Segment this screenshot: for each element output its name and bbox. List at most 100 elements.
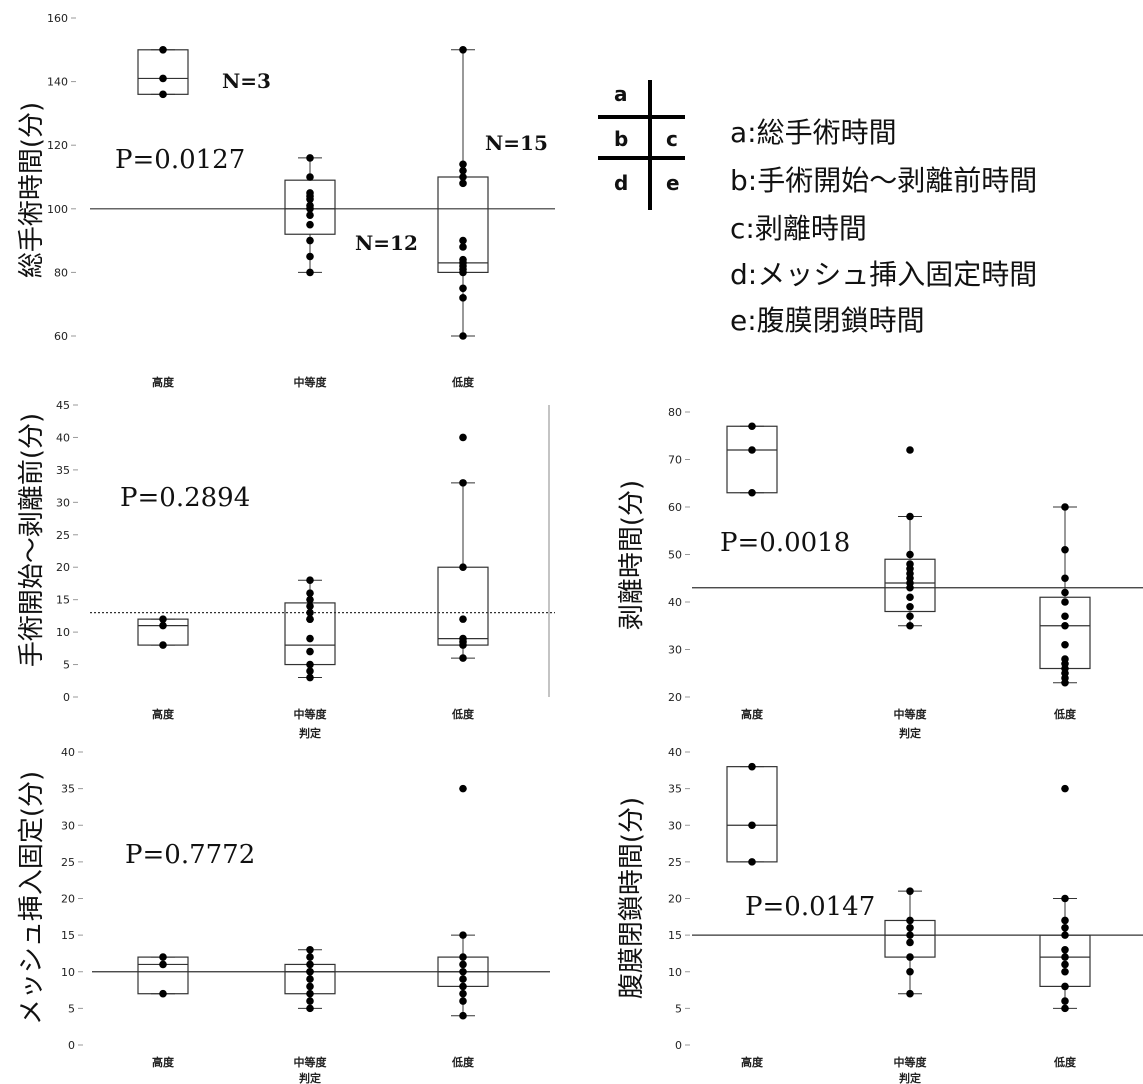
data-point [1061, 997, 1069, 1005]
y-tick-label: 40 [668, 596, 682, 609]
y-tick-label: 80 [668, 406, 682, 419]
y-tick-label: 10 [668, 966, 682, 979]
data-point [459, 255, 467, 264]
data-point [459, 166, 467, 175]
data-point [459, 243, 467, 251]
data-point [1061, 945, 1069, 954]
data-point [459, 332, 467, 340]
y-tick-label: 30 [56, 496, 70, 509]
data-point [306, 615, 314, 623]
y-axis-label: メッシュ挿入固定(分) [17, 771, 47, 1025]
legend-key-d: d [614, 171, 628, 195]
legend-key-b: b [614, 127, 628, 151]
y-tick-label: 5 [68, 1002, 75, 1015]
box-0 [137, 46, 189, 99]
data-point [459, 634, 467, 643]
legend-entry-b: b:手術開始～剥離前時間 [730, 164, 1037, 197]
legend-entry-a: a:総手術時間 [730, 116, 897, 149]
p-value: P=0.0127 [115, 145, 245, 175]
data-point [306, 673, 314, 682]
data-point [748, 821, 756, 830]
y-tick-label: 60 [54, 330, 68, 343]
y-tick-label: 40 [56, 431, 70, 444]
data-point [459, 563, 467, 572]
data-point [159, 621, 167, 630]
data-point [306, 602, 314, 610]
data-point [748, 422, 756, 431]
legend-key-e: e [666, 171, 680, 195]
box-iqr [726, 766, 778, 863]
data-point [1061, 924, 1069, 932]
y-tick-label: 10 [56, 626, 70, 639]
y-tick-label: 30 [668, 819, 682, 832]
x-axis-label: 判定 [299, 1071, 321, 1084]
box-2 [437, 46, 489, 340]
data-point [748, 858, 756, 866]
data-point [459, 989, 467, 998]
data-point [306, 201, 314, 210]
data-point [906, 593, 914, 602]
y-tick-label: 35 [56, 464, 70, 477]
y-axis-label: 手術開始～剥離前(分) [17, 413, 47, 667]
box-1 [284, 945, 336, 1013]
x-category-label: 中等度 [294, 375, 328, 389]
data-point [459, 982, 467, 991]
data-point [459, 953, 467, 961]
y-tick-label: 0 [68, 1039, 75, 1052]
box-1 [884, 887, 936, 998]
p-value: P=0.0018 [720, 528, 850, 558]
y-tick-label: 5 [675, 1002, 682, 1015]
data-point [1061, 982, 1069, 991]
y-tick-label: 15 [61, 929, 75, 942]
y-tick-label: 35 [61, 783, 75, 796]
data-point [459, 975, 467, 983]
data-point [306, 236, 314, 245]
data-point [306, 595, 314, 604]
box-2 [1039, 503, 1091, 687]
data-point [748, 446, 756, 454]
box-1 [884, 446, 936, 630]
data-point [906, 550, 914, 559]
data-point [459, 784, 467, 793]
x-category-label: 中等度 [294, 1055, 328, 1069]
x-category-label: 低度 [451, 375, 475, 389]
data-point [1061, 640, 1069, 649]
n-label: N=3 [222, 69, 271, 93]
y-tick-label: 35 [668, 783, 682, 796]
data-point [1061, 598, 1069, 606]
data-point [1061, 953, 1069, 961]
y-tick-label: 20 [668, 691, 682, 704]
x-category-label: 高度 [152, 1055, 175, 1069]
data-point [1061, 655, 1069, 663]
data-point [306, 975, 314, 983]
panel-a: 60 80 100 120 140 160 高度 中等度 低度 総手術時間(分) P=0.0127 N… [17, 12, 555, 389]
p-value: P=0.2894 [120, 483, 250, 513]
data-point [306, 220, 314, 229]
box-2 [437, 784, 489, 1020]
data-point [1061, 545, 1069, 554]
data-point [306, 953, 314, 961]
y-tick-label: 10 [61, 966, 75, 979]
data-point [459, 433, 467, 442]
y-tick-label: 25 [56, 529, 70, 542]
data-point [459, 46, 467, 54]
x-category-label: 高度 [152, 375, 175, 389]
data-point [906, 924, 914, 932]
data-point [459, 236, 467, 245]
y-tick-label: 70 [668, 454, 682, 467]
y-tick-label: 30 [668, 644, 682, 657]
data-point [906, 953, 914, 961]
box-1 [284, 154, 336, 277]
y-axis-label: 剥離時間(分) [617, 480, 647, 630]
y-tick-label: 160 [47, 12, 68, 25]
data-point [906, 887, 914, 895]
data-point [906, 560, 914, 568]
data-point [1061, 612, 1069, 621]
x-category-label: 中等度 [894, 1055, 928, 1069]
data-point [459, 997, 467, 1005]
data-point [906, 621, 914, 630]
y-tick-label: 15 [668, 929, 682, 942]
legend-key-c: c [666, 127, 678, 151]
y-tick-label: 15 [56, 594, 70, 607]
